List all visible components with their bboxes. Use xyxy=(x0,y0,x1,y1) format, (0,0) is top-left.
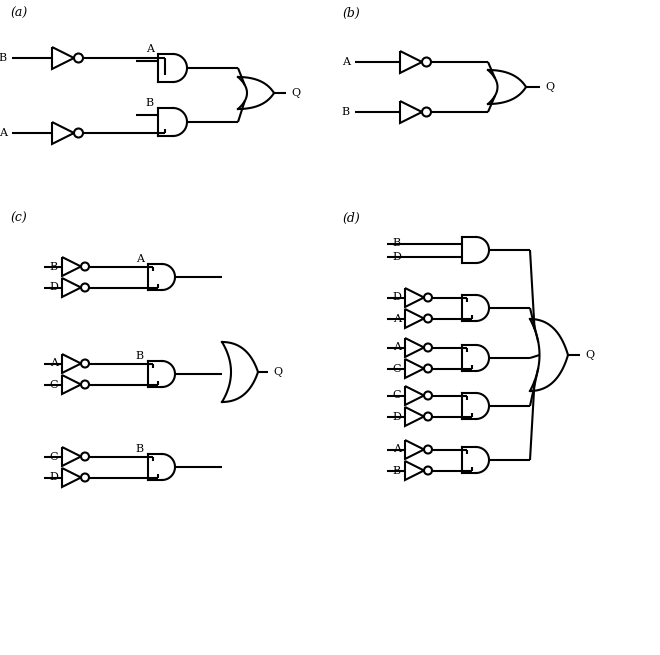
Text: D: D xyxy=(49,282,58,293)
Text: D: D xyxy=(392,252,401,261)
Circle shape xyxy=(81,284,89,291)
Text: A: A xyxy=(136,254,144,264)
Text: B: B xyxy=(136,444,144,454)
Text: D: D xyxy=(392,411,401,422)
Text: Q: Q xyxy=(291,88,300,98)
Circle shape xyxy=(422,58,431,67)
Circle shape xyxy=(424,445,432,453)
Circle shape xyxy=(74,128,83,138)
Circle shape xyxy=(424,293,432,301)
Text: B: B xyxy=(136,351,144,361)
Text: B: B xyxy=(50,261,58,272)
Text: B: B xyxy=(0,53,7,63)
Text: Q: Q xyxy=(545,82,554,92)
Circle shape xyxy=(81,381,89,388)
Circle shape xyxy=(422,107,431,117)
Circle shape xyxy=(424,343,432,352)
Text: A: A xyxy=(146,44,154,54)
Text: B: B xyxy=(146,98,154,108)
Text: B: B xyxy=(393,238,401,248)
Text: B: B xyxy=(393,466,401,476)
Text: (d): (d) xyxy=(342,212,360,225)
Circle shape xyxy=(81,360,89,367)
Circle shape xyxy=(424,364,432,373)
Text: (a): (a) xyxy=(10,7,27,20)
Text: A: A xyxy=(342,57,350,67)
Text: A: A xyxy=(0,128,7,138)
Circle shape xyxy=(81,453,89,460)
Text: Q: Q xyxy=(273,367,282,377)
Text: B: B xyxy=(342,107,350,117)
Text: (c): (c) xyxy=(10,212,27,225)
Circle shape xyxy=(424,314,432,322)
Text: A: A xyxy=(393,314,401,324)
Circle shape xyxy=(424,466,432,474)
Text: A: A xyxy=(393,445,401,455)
Text: C: C xyxy=(50,451,58,462)
Text: D: D xyxy=(49,472,58,483)
Text: A: A xyxy=(50,358,58,369)
Circle shape xyxy=(424,413,432,421)
Text: C: C xyxy=(50,379,58,390)
Circle shape xyxy=(81,263,89,271)
Text: C: C xyxy=(393,364,401,373)
Circle shape xyxy=(74,54,83,62)
Circle shape xyxy=(81,474,89,481)
Circle shape xyxy=(424,392,432,400)
Text: D: D xyxy=(392,293,401,303)
Text: A: A xyxy=(393,343,401,352)
Text: (b): (b) xyxy=(342,7,360,20)
Text: Q: Q xyxy=(585,350,594,360)
Text: C: C xyxy=(393,390,401,400)
